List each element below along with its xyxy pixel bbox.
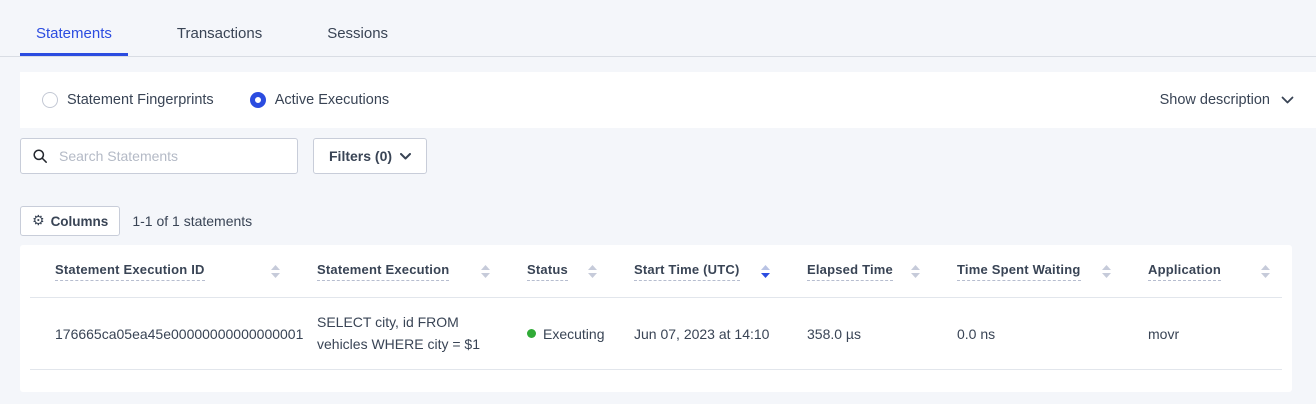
cell-execution-id[interactable]: 176665ca05ea45e00000000000000001 xyxy=(30,297,303,371)
header-application[interactable]: Application xyxy=(1123,245,1282,298)
sort-desc-icon xyxy=(761,264,770,278)
header-label: Elapsed Time xyxy=(807,262,893,281)
cell-statement[interactable]: SELECT city, id FROM vehicles WHERE city… xyxy=(292,297,502,371)
gear-icon: ⚙ xyxy=(32,213,45,229)
sort-icon xyxy=(911,264,920,278)
statements-table: Statement Execution ID Statement Executi… xyxy=(30,245,1282,371)
sql-statement-text: SELECT city, id FROM vehicles WHERE city… xyxy=(317,314,480,352)
header-label: Application xyxy=(1148,262,1221,281)
results-count: 1-1 of 1 statements xyxy=(132,213,253,229)
table-header-row: Statement Execution ID Statement Executi… xyxy=(30,245,1282,298)
search-controls: Filters (0) xyxy=(20,138,1316,174)
status-label: Executing xyxy=(543,325,605,342)
search-box[interactable] xyxy=(20,138,298,174)
tab-sessions[interactable]: Sessions xyxy=(327,25,389,42)
radio-label: Active Executions xyxy=(274,92,390,108)
tab-bar: Statements Transactions Sessions xyxy=(0,0,1316,57)
table-row: 176665ca05ea45e00000000000000001 SELECT … xyxy=(30,297,1282,371)
cell-elapsed-time: 358.0 µs xyxy=(782,297,932,371)
filters-button[interactable]: Filters (0) xyxy=(313,138,428,174)
header-elapsed-time[interactable]: Elapsed Time xyxy=(782,245,932,298)
radio-selected-icon xyxy=(249,92,266,108)
table-toolbar: ⚙ Columns 1-1 of 1 statements xyxy=(20,206,1316,236)
show-description-toggle[interactable]: Show description xyxy=(1160,92,1294,108)
sort-icon xyxy=(588,264,597,278)
search-input[interactable] xyxy=(57,147,286,165)
header-time-spent-waiting[interactable]: Time Spent Waiting xyxy=(932,245,1123,298)
tab-statements[interactable]: Statements xyxy=(20,25,128,56)
columns-label: Columns xyxy=(50,213,109,229)
header-label: Status xyxy=(527,262,568,281)
header-label: Statement Execution xyxy=(317,262,450,281)
status-executing-dot-icon xyxy=(527,329,536,339)
tab-transactions[interactable]: Transactions xyxy=(176,25,263,42)
cell-start-time: Jun 07, 2023 at 14:10 xyxy=(609,297,782,371)
filters-label: Filters (0) xyxy=(329,148,393,164)
cell-application: movr xyxy=(1123,297,1282,371)
header-start-time[interactable]: Start Time (UTC) xyxy=(609,245,782,298)
radio-label: Statement Fingerprints xyxy=(67,92,214,108)
radio-active-executions[interactable]: Active Executions xyxy=(249,92,390,108)
sort-icon xyxy=(271,264,280,278)
header-label: Statement Execution ID xyxy=(55,262,205,281)
view-toggle-bar: Statement Fingerprints Active Executions… xyxy=(20,72,1316,128)
sort-icon xyxy=(481,264,490,278)
columns-button[interactable]: ⚙ Columns xyxy=(20,206,121,236)
header-status[interactable]: Status xyxy=(502,245,609,298)
header-statement-execution[interactable]: Statement Execution xyxy=(292,245,502,298)
show-description-label: Show description xyxy=(1159,92,1270,108)
chevron-down-icon xyxy=(400,152,412,159)
sort-icon xyxy=(1261,264,1270,278)
header-label: Time Spent Waiting xyxy=(957,262,1081,281)
cell-status: Executing xyxy=(502,297,609,371)
cell-time-spent-waiting: 0.0 ns xyxy=(932,297,1123,371)
header-label: Start Time (UTC) xyxy=(634,262,740,281)
statements-table-card: Statement Execution ID Statement Executi… xyxy=(20,245,1292,392)
sort-icon xyxy=(1102,264,1111,278)
chevron-down-icon xyxy=(1281,96,1294,104)
radio-unselected-icon xyxy=(42,92,58,108)
search-icon xyxy=(33,149,47,163)
header-statement-execution-id[interactable]: Statement Execution ID xyxy=(30,245,292,298)
radio-statement-fingerprints[interactable]: Statement Fingerprints xyxy=(42,92,214,108)
